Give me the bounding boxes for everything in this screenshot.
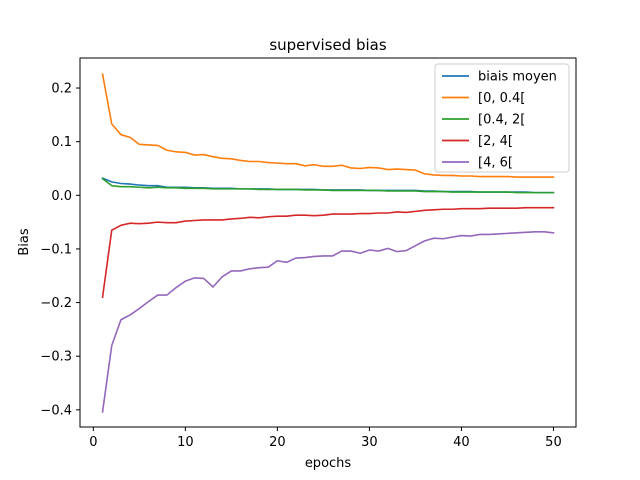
legend-label-1: [0, 0.4[	[478, 91, 525, 106]
x-tick-label-4: 40	[453, 435, 470, 450]
y-tick-label-6: 0.2	[51, 82, 72, 97]
series-line-2	[101, 177, 555, 194]
x-tick-label-1: 10	[177, 435, 194, 450]
x-tick-label-3: 30	[361, 435, 378, 450]
y-tick-label-3: −0.1	[40, 242, 72, 257]
y-axis-label: Bias	[17, 228, 32, 255]
x-tick-label-0: 0	[89, 435, 97, 450]
y-tick-label-4: 0.0	[51, 189, 72, 204]
plot-area	[101, 73, 555, 413]
y-axis: −0.4 −0.3 −0.2 −0.1 0.0 0.1 0.2	[40, 82, 80, 418]
series-line-3	[101, 206, 555, 299]
series-line-4	[101, 230, 555, 413]
legend-label-3: [2, 4[	[478, 134, 513, 149]
y-tick-label-5: 0.1	[51, 135, 72, 150]
x-axis-label: epochs	[305, 456, 352, 471]
y-tick-label-2: −0.2	[40, 296, 72, 311]
series-line-1	[101, 73, 555, 178]
legend-label-2: [0.4, 2[	[478, 113, 525, 128]
y-tick-label-0: −0.4	[40, 403, 72, 418]
legend-label-4: [4, 6[	[478, 156, 513, 171]
y-tick-label-1: −0.3	[40, 350, 72, 365]
x-tick-label-2: 20	[269, 435, 286, 450]
x-axis: 0 10 20 30 40 50	[89, 427, 562, 450]
legend-box	[434, 63, 570, 173]
x-tick-label-5: 50	[545, 435, 562, 450]
axes-frame	[79, 57, 577, 428]
legend-label-0: biais moyen	[478, 70, 557, 85]
legend: biais moyen [0, 0.4[ [0.4, 2[ [2, 4[ [4, 6[	[434, 63, 570, 173]
chart-title: supervised bias	[269, 36, 386, 54]
